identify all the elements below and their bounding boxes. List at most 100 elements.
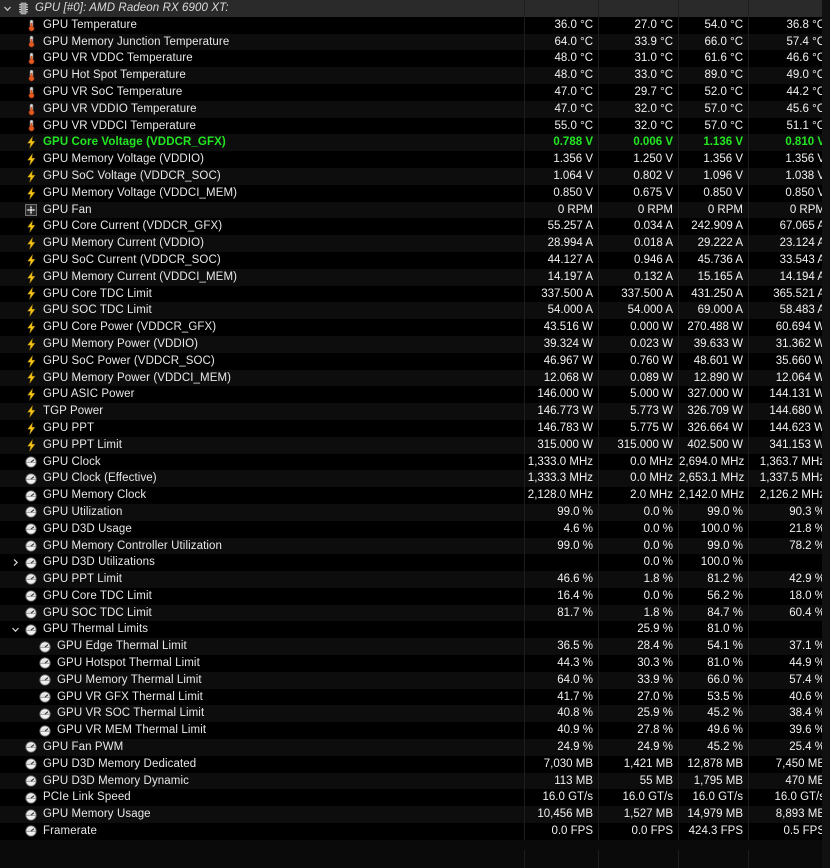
sensor-name-cell[interactable]: GPU Thermal Limits (0, 621, 524, 638)
sensor-row[interactable]: GPU Fan PWM 24.9 % 24.9 % 45.2 % 25.4 % (0, 739, 830, 756)
sensor-row[interactable]: GPU Clock 1,333.0 MHz 0.0 MHz 2,694.0 MHz 1,… (0, 453, 830, 471)
sensor-name-cell[interactable]: GPU Memory Junction Temperature (0, 34, 524, 51)
sensor-row[interactable]: GPU Core Voltage (VDDCR_GFX) 0.788 V 0.006… (0, 134, 830, 152)
sensor-row[interactable]: GPU VR SoC Temperature 47.0 °C 29.7 °C 52.0… (0, 83, 830, 101)
chevron-right-icon[interactable] (8, 554, 22, 571)
sensor-row[interactable]: GPU SoC Power (VDDCR_SOC) 46.967 W 0.760 W… (0, 352, 830, 370)
sensor-name-cell[interactable]: GPU D3D Usage (0, 521, 524, 538)
sensor-row[interactable]: GPU VR SOC Thermal Limit 40.8 % 25.9 % 45.2… (0, 705, 830, 723)
sensor-name-cell[interactable]: GPU SoC Voltage (VDDCR_SOC) (0, 168, 524, 185)
sensor-name-cell[interactable]: Framerate (0, 823, 524, 840)
sensor-row[interactable]: GPU Clock (Effective) 1,333.3 MHz 0.0 MHz 2… (0, 470, 830, 488)
sensor-row[interactable]: GPU VR MEM Thermal Limit 40.9 % 27.8 % 49.6… (0, 722, 830, 740)
sensor-row[interactable]: GPU Memory Current (VDDIO) 28.994 A 0.018 … (0, 235, 830, 252)
sensor-name-cell[interactable]: GPU Memory Usage (0, 806, 524, 823)
sensor-name-cell[interactable]: GPU Utilization (0, 504, 524, 521)
sensor-row[interactable]: GPU PPT 146.783 W 5.775 W 326.664 W 144.623 … (0, 419, 830, 437)
sensor-name-cell[interactable]: GPU Memory Power (VDDIO) (0, 336, 524, 353)
sensor-row[interactable]: GPU Memory Current (VDDCI_MEM) 14.197 A 0.… (0, 268, 830, 286)
sensor-row[interactable]: TGP Power 146.773 W 5.773 W 326.709 W 144.68… (0, 403, 830, 420)
sensor-name-cell[interactable]: GPU D3D Memory Dynamic (0, 773, 524, 790)
sensor-row[interactable]: GPU Memory Junction Temperature 64.0 °C 33… (0, 33, 830, 51)
sensor-row[interactable]: GPU Utilization 99.0 % 0.0 % 99.0 % 90.3 % (0, 503, 830, 521)
sensor-row[interactable]: GPU Temperature 36.0 °C 27.0 °C 54.0 °C 36.8… (0, 16, 830, 34)
sensor-name-cell[interactable]: GPU Memory Voltage (VDDCI_MEM) (0, 185, 524, 202)
sensor-row[interactable]: GPU VR VDDCI Temperature 55.0 °C 32.0 °C 57… (0, 117, 830, 135)
sensor-name-cell[interactable]: GPU PPT Limit (0, 571, 524, 588)
sensor-name-cell[interactable]: GPU PPT (0, 420, 524, 437)
sensor-name-cell[interactable]: GPU SoC Current (VDDCR_SOC) (0, 252, 524, 269)
sensor-name-cell[interactable]: GPU Core Current (VDDCR_GFX) (0, 218, 524, 235)
sensor-name-cell[interactable]: GPU Memory Controller Utilization (0, 538, 524, 555)
sensor-name-cell[interactable]: GPU Memory Clock (0, 487, 524, 504)
sensor-row[interactable]: GPU Memory Power (VDDCI_MEM) 12.068 W 0.08… (0, 369, 830, 387)
sensor-name-cell[interactable]: GPU Memory Voltage (VDDIO) (0, 151, 524, 168)
sensor-table[interactable]: GPU [#0]: AMD Radeon RX 6900 XT: GPU Temp… (0, 0, 830, 850)
sensor-name-cell[interactable]: GPU Memory Current (VDDIO) (0, 235, 524, 252)
sensor-name-cell[interactable]: GPU Edge Thermal Limit (0, 638, 524, 655)
sensor-row[interactable]: GPU Core Power (VDDCR_GFX) 43.516 W 0.000 … (0, 319, 830, 336)
sensor-row[interactable]: GPU Fan 0 RPM 0 RPM 0 RPM 0 RPM (0, 201, 830, 219)
sensor-group-header-row[interactable]: GPU [#0]: AMD Radeon RX 6900 XT: (0, 0, 830, 17)
sensor-row[interactable]: GPU SOC TDC Limit 54.000 A 54.000 A 69.000 … (0, 302, 830, 320)
sensor-name-cell[interactable]: TGP Power (0, 403, 524, 420)
sensor-row[interactable]: GPU Edge Thermal Limit 36.5 % 28.4 % 54.1 %… (0, 638, 830, 656)
sensor-name-cell[interactable]: GPU Clock (Effective) (0, 470, 524, 487)
sensor-row[interactable]: GPU Core TDC Limit 16.4 % 0.0 % 56.2 % 18.0 … (0, 587, 830, 605)
sensor-row[interactable]: GPU SoC Voltage (VDDCR_SOC) 1.064 V 0.802 … (0, 167, 830, 185)
sensor-name-cell[interactable]: GPU Hotspot Thermal Limit (0, 655, 524, 672)
sensor-name-cell[interactable]: GPU D3D Utilizations (0, 554, 524, 571)
sensor-row[interactable]: GPU D3D Memory Dedicated 7,030 MB 1,421 MB… (0, 755, 830, 773)
sensor-name-cell[interactable]: GPU Core Voltage (VDDCR_GFX) (0, 134, 524, 151)
sensor-name-cell[interactable]: GPU Memory Thermal Limit (0, 672, 524, 689)
sensor-row[interactable]: GPU Memory Thermal Limit 64.0 % 33.9 % 66.0… (0, 671, 830, 689)
sensor-row[interactable]: GPU Hot Spot Temperature 48.0 °C 33.0 °C 89… (0, 67, 830, 84)
sensor-row[interactable]: GPU D3D Usage 4.6 % 0.0 % 100.0 % 21.8 % (0, 520, 830, 538)
sensor-name-cell[interactable]: GPU VR GFX Thermal Limit (0, 689, 524, 706)
vertical-scrollbar[interactable] (822, 0, 830, 868)
sensor-name-cell[interactable]: GPU Hot Spot Temperature (0, 67, 524, 84)
sensor-name-cell[interactable]: GPU Temperature (0, 17, 524, 34)
sensor-name-cell[interactable]: GPU ASIC Power (0, 386, 524, 403)
sensor-row[interactable]: GPU VR VDDC Temperature 48.0 °C 31.0 °C 61.… (0, 50, 830, 68)
sensor-name-cell[interactable]: GPU SOC TDC Limit (0, 605, 524, 622)
sensor-name-cell[interactable]: GPU Memory Current (VDDCI_MEM) (0, 269, 524, 286)
sensor-row[interactable]: GPU SOC TDC Limit 81.7 % 1.8 % 84.7 % 60.4 % (0, 604, 830, 622)
sensor-row[interactable]: GPU VR VDDIO Temperature 47.0 °C 32.0 °C 57… (0, 100, 830, 118)
sensor-name-cell[interactable]: GPU VR VDDCI Temperature (0, 118, 524, 135)
sensor-row[interactable]: GPU Core Current (VDDCR_GFX) 55.257 A 0.03… (0, 218, 830, 236)
sensor-name-cell[interactable]: GPU Fan (0, 202, 524, 219)
sensor-name-cell[interactable]: GPU SOC TDC Limit (0, 302, 524, 319)
sensor-row[interactable]: GPU D3D Utilizations 0.0 % 100.0 % (0, 554, 830, 572)
sensor-name-cell[interactable]: GPU VR SoC Temperature (0, 84, 524, 101)
sensor-row[interactable]: GPU Memory Clock 2,128.0 MHz 2.0 MHz 2,142.… (0, 487, 830, 504)
sensor-name-cell[interactable]: GPU VR VDDIO Temperature (0, 101, 524, 118)
sensor-row[interactable]: GPU SoC Current (VDDCR_SOC) 44.127 A 0.946… (0, 251, 830, 269)
sensor-row[interactable]: GPU Hotspot Thermal Limit 44.3 % 30.3 % 81.… (0, 655, 830, 672)
sensor-name-cell[interactable]: PCIe Link Speed (0, 789, 524, 806)
sensor-row[interactable]: GPU VR GFX Thermal Limit 41.7 % 27.0 % 53.5… (0, 688, 830, 706)
sensor-group-name-cell[interactable]: GPU [#0]: AMD Radeon RX 6900 XT: (0, 0, 524, 17)
sensor-name-cell[interactable]: GPU Memory Power (VDDCI_MEM) (0, 370, 524, 387)
sensor-name-cell[interactable]: GPU Clock (0, 454, 524, 471)
sensor-row[interactable]: GPU Core TDC Limit 337.500 A 337.500 A 431.… (0, 285, 830, 303)
sensor-name-cell[interactable]: GPU VR MEM Thermal Limit (0, 722, 524, 739)
sensor-name-cell[interactable]: GPU Core TDC Limit (0, 588, 524, 605)
sensor-row[interactable]: GPU Memory Usage 10,456 MB 1,527 MB 14,979 … (0, 806, 830, 824)
sensor-name-cell[interactable]: GPU Core TDC Limit (0, 286, 524, 303)
sensor-name-cell[interactable]: GPU VR SOC Thermal Limit (0, 705, 524, 722)
sensor-name-cell[interactable]: GPU Core Power (VDDCR_GFX) (0, 319, 524, 336)
sensor-name-cell[interactable]: GPU VR VDDC Temperature (0, 50, 524, 67)
sensor-row[interactable]: PCIe Link Speed 16.0 GT/s 16.0 GT/s 16.0 GT… (0, 789, 830, 807)
sensor-name-cell[interactable]: GPU D3D Memory Dedicated (0, 756, 524, 773)
sensor-row[interactable]: GPU D3D Memory Dynamic 113 MB 55 MB 1,795 M… (0, 772, 830, 790)
chevron-down-icon[interactable] (0, 0, 14, 17)
sensor-row[interactable]: GPU PPT Limit 315.000 W 315.000 W 402.500 W… (0, 436, 830, 454)
chevron-down-icon[interactable] (8, 621, 22, 638)
sensor-row[interactable]: GPU Thermal Limits 25.9 % 81.0 % (0, 621, 830, 639)
sensor-row[interactable]: GPU Memory Voltage (VDDCI_MEM) 0.850 V 0.6… (0, 184, 830, 202)
sensor-row[interactable]: GPU Memory Voltage (VDDIO) 1.356 V 1.250 V… (0, 151, 830, 168)
sensor-row[interactable]: GPU Memory Controller Utilization 99.0 % 0… (0, 537, 830, 555)
